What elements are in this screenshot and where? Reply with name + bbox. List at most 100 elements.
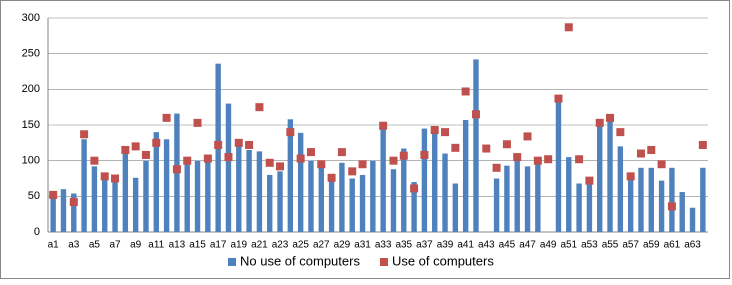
x-tick-label: a57 bbox=[622, 240, 639, 251]
marker bbox=[636, 149, 645, 158]
marker bbox=[533, 156, 542, 165]
marker bbox=[224, 153, 233, 162]
x-tick-label: a53 bbox=[581, 240, 598, 251]
marker bbox=[626, 172, 635, 181]
marker bbox=[255, 103, 264, 112]
x-tick-label: a33 bbox=[375, 240, 392, 251]
marker bbox=[451, 143, 460, 152]
marker bbox=[183, 156, 192, 165]
marker bbox=[389, 156, 398, 165]
bar bbox=[669, 167, 675, 232]
bar bbox=[60, 189, 67, 232]
marker bbox=[337, 148, 346, 157]
bar bbox=[689, 207, 696, 232]
x-tick-label: a55 bbox=[602, 240, 619, 251]
x-tick-label: a47 bbox=[519, 240, 536, 251]
marker bbox=[667, 202, 676, 211]
bar bbox=[328, 178, 335, 232]
marker bbox=[616, 128, 625, 137]
bar bbox=[638, 167, 644, 232]
legend-swatch bbox=[379, 258, 388, 266]
x-tick-label: a5 bbox=[89, 240, 101, 251]
marker bbox=[657, 160, 666, 169]
x-tick-label: a61 bbox=[664, 240, 681, 251]
x-tick-label: a39 bbox=[437, 240, 454, 251]
bar bbox=[432, 132, 438, 232]
bar bbox=[349, 178, 355, 232]
bar bbox=[401, 148, 407, 232]
bar bbox=[576, 183, 582, 232]
bar bbox=[462, 120, 469, 232]
marker bbox=[420, 150, 429, 159]
x-tick-label: a59 bbox=[643, 240, 660, 251]
bar bbox=[50, 196, 56, 232]
bar bbox=[246, 149, 252, 232]
marker bbox=[276, 162, 285, 171]
y-tick-label: 300 bbox=[22, 12, 40, 24]
marker bbox=[410, 184, 419, 193]
marker bbox=[214, 140, 223, 149]
y-tick-label: 150 bbox=[22, 119, 40, 131]
x-tick-label: a49 bbox=[540, 240, 557, 251]
marker bbox=[234, 138, 243, 147]
marker bbox=[430, 125, 439, 134]
bar bbox=[318, 165, 324, 232]
bar bbox=[658, 180, 665, 232]
bar bbox=[679, 192, 685, 232]
legend-swatch bbox=[228, 258, 236, 266]
marker bbox=[399, 151, 408, 160]
x-tick-label: a37 bbox=[416, 240, 433, 251]
marker bbox=[471, 110, 480, 119]
bar bbox=[287, 119, 294, 232]
x-tick-label: a63 bbox=[684, 240, 701, 251]
chart-border bbox=[0, 0, 730, 279]
marker bbox=[461, 87, 470, 96]
marker bbox=[100, 172, 109, 181]
marker bbox=[141, 150, 150, 159]
x-tick-label: a23 bbox=[272, 240, 289, 251]
bar bbox=[566, 157, 572, 232]
x-tick-label: a31 bbox=[354, 240, 371, 251]
marker bbox=[698, 140, 707, 149]
marker bbox=[554, 94, 563, 103]
marker bbox=[523, 132, 532, 141]
marker bbox=[317, 160, 326, 169]
bar bbox=[700, 167, 706, 232]
bar bbox=[122, 153, 129, 232]
x-tick-label: a51 bbox=[560, 240, 577, 251]
x-tick-label: a3 bbox=[68, 240, 80, 251]
marker bbox=[306, 148, 315, 157]
x-tick-label: a27 bbox=[313, 240, 330, 251]
bar bbox=[205, 157, 211, 232]
marker bbox=[647, 145, 656, 154]
marker bbox=[358, 160, 367, 169]
marker bbox=[172, 165, 181, 174]
bar bbox=[648, 167, 654, 232]
bar bbox=[390, 169, 397, 232]
y-tick-label: 0 bbox=[34, 226, 40, 238]
marker bbox=[162, 113, 171, 122]
bar bbox=[236, 142, 242, 232]
marker bbox=[585, 176, 594, 185]
y-tick-label: 200 bbox=[22, 83, 40, 95]
marker bbox=[203, 154, 212, 163]
bar bbox=[370, 160, 376, 232]
bar bbox=[308, 160, 314, 232]
bar bbox=[194, 160, 201, 232]
bar bbox=[163, 139, 170, 232]
marker bbox=[69, 198, 78, 207]
bar bbox=[421, 128, 428, 232]
bar bbox=[473, 59, 479, 232]
x-tick-label: a29 bbox=[334, 240, 351, 251]
y-tick-label: 100 bbox=[22, 155, 40, 167]
bar bbox=[339, 162, 345, 232]
bar bbox=[102, 178, 108, 232]
marker bbox=[49, 190, 58, 199]
bar bbox=[184, 164, 190, 232]
bar bbox=[153, 132, 159, 232]
x-tick-label: a15 bbox=[189, 240, 206, 251]
x-tick-label: a43 bbox=[478, 240, 495, 251]
bar bbox=[71, 193, 77, 232]
marker bbox=[513, 153, 522, 162]
marker bbox=[245, 140, 254, 149]
